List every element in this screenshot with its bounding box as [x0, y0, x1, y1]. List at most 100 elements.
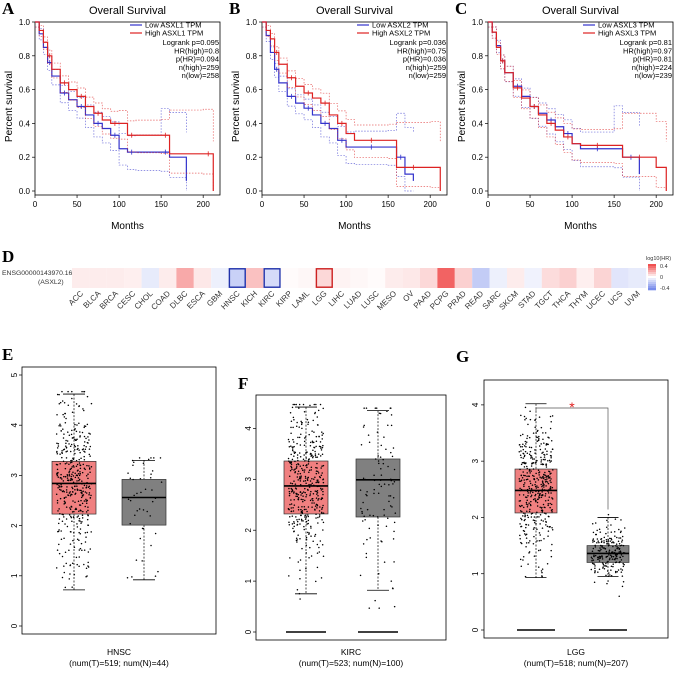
data-point [150, 457, 152, 459]
data-point [594, 544, 596, 547]
data-point [316, 416, 319, 418]
data-point [310, 466, 313, 469]
data-point [368, 527, 371, 530]
legend-title: log10(HR) [646, 256, 671, 262]
data-point [550, 489, 552, 492]
data-point [372, 514, 375, 517]
heatmap-cell-PCPG [437, 268, 455, 288]
plot-frame [21, 366, 217, 635]
data-point [621, 569, 624, 571]
data-point [79, 470, 81, 473]
data-point [287, 438, 290, 441]
data-point [307, 421, 310, 424]
data-point [615, 553, 617, 556]
data-point [521, 510, 523, 513]
data-point [56, 474, 59, 477]
data-point [308, 486, 311, 488]
y-tick-label: 0.8 [246, 52, 258, 61]
data-point [526, 505, 529, 508]
data-point [311, 454, 313, 456]
data-point [62, 428, 64, 430]
data-point [523, 466, 526, 468]
data-point [71, 397, 73, 400]
data-point [534, 483, 536, 486]
data-point [526, 437, 528, 440]
data-point [290, 491, 293, 493]
data-point [541, 571, 543, 574]
data-point [291, 406, 294, 409]
data-point [518, 480, 521, 482]
data-point [77, 515, 80, 517]
legend-bar-segment [648, 264, 656, 267]
data-point [87, 524, 89, 526]
data-point [594, 565, 596, 567]
data-point [540, 496, 543, 498]
data-point [290, 445, 292, 447]
data-point [377, 524, 379, 527]
data-point [374, 407, 377, 409]
data-point [535, 490, 537, 493]
data-point [607, 575, 610, 577]
data-point [523, 461, 525, 464]
data-point [86, 575, 88, 577]
data-point [534, 494, 536, 497]
data-point [602, 566, 604, 568]
data-point [317, 453, 320, 455]
data-point [598, 541, 600, 544]
data-point [550, 439, 553, 442]
data-point [524, 496, 527, 498]
data-point [290, 465, 292, 468]
data-point [529, 482, 532, 485]
data-point [70, 505, 73, 508]
data-point [315, 445, 317, 448]
data-point [537, 566, 540, 568]
data-point [610, 524, 612, 526]
data-point [299, 523, 301, 525]
data-point [308, 532, 310, 534]
data-point [538, 416, 541, 418]
data-point [544, 518, 546, 520]
data-point [62, 460, 65, 462]
data-point [530, 490, 532, 493]
legend-bar-segment [648, 288, 656, 291]
data-point [62, 490, 65, 492]
highlight-box-HNSC [228, 268, 246, 288]
data-point [78, 549, 81, 551]
data-point [322, 478, 325, 480]
data-point [594, 546, 597, 548]
heatmap-cell-SKCM [507, 268, 525, 288]
data-point [599, 547, 601, 549]
data-point [546, 453, 548, 455]
legend-entry: High ASXL1 TPM [145, 29, 203, 38]
data-point [591, 550, 594, 552]
data-point [82, 408, 84, 410]
data-point [63, 571, 66, 574]
data-point [305, 494, 308, 496]
data-point [75, 403, 78, 405]
y-tick-label: 5 [10, 372, 19, 377]
data-point [383, 483, 386, 485]
data-point [532, 468, 535, 470]
data-point [530, 470, 532, 472]
data-point [309, 441, 312, 444]
data-point [523, 485, 525, 488]
data-point [69, 495, 72, 497]
data-point [295, 495, 297, 497]
data-point [522, 443, 524, 445]
data-point [299, 559, 302, 561]
data-point [321, 453, 324, 455]
data-point [61, 520, 64, 522]
data-point [57, 486, 59, 489]
data-point [519, 434, 522, 437]
data-point [538, 494, 541, 497]
x-tick-label: 100 [112, 200, 126, 209]
data-point [547, 460, 549, 462]
data-point [549, 485, 552, 488]
data-point [369, 537, 371, 539]
data-point [592, 531, 595, 534]
data-point [319, 506, 321, 508]
data-point [539, 549, 542, 551]
data-point [618, 537, 620, 539]
y-tick-label: 0 [10, 623, 19, 628]
data-point [545, 524, 547, 526]
